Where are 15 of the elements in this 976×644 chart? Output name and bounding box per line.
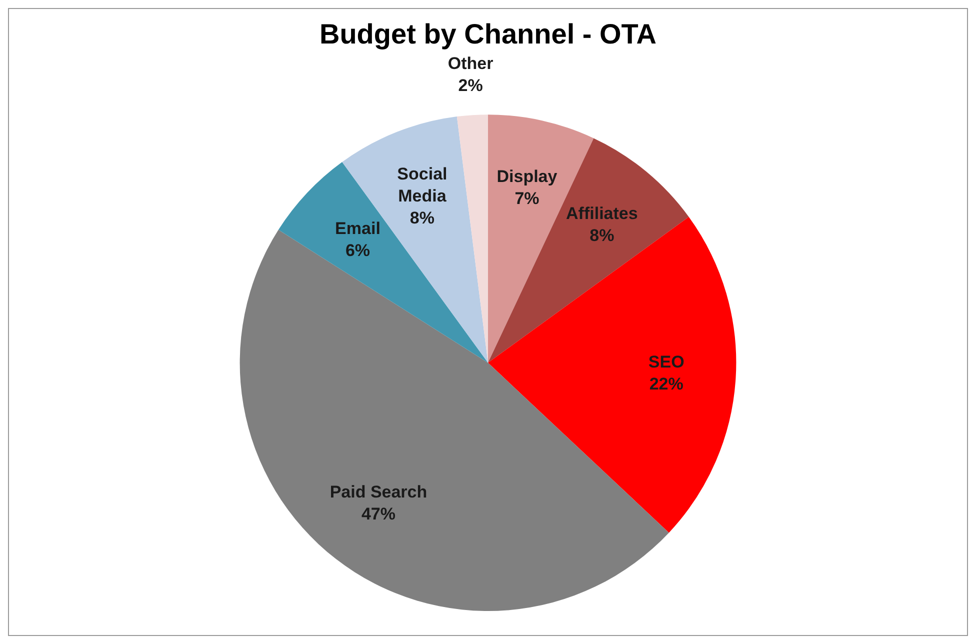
slice-label: Affiliates bbox=[566, 204, 638, 223]
data-label: 8% bbox=[590, 226, 614, 245]
slice-label: Email bbox=[335, 219, 380, 238]
data-label: 22% bbox=[649, 374, 684, 394]
slice-label: SEO bbox=[648, 352, 684, 372]
slice-label: Other bbox=[448, 54, 494, 74]
slice-label: Display bbox=[496, 167, 558, 186]
data-label: 7% bbox=[514, 189, 540, 208]
data-label: 2% bbox=[458, 76, 483, 96]
slice-label: Paid Search bbox=[330, 482, 428, 502]
data-label: 6% bbox=[345, 241, 370, 260]
data-label: 8% bbox=[410, 208, 435, 228]
data-label: 47% bbox=[361, 504, 396, 524]
slice-label: Social Media bbox=[397, 164, 448, 206]
chart-title: Budget by Channel - OTA bbox=[319, 18, 657, 50]
